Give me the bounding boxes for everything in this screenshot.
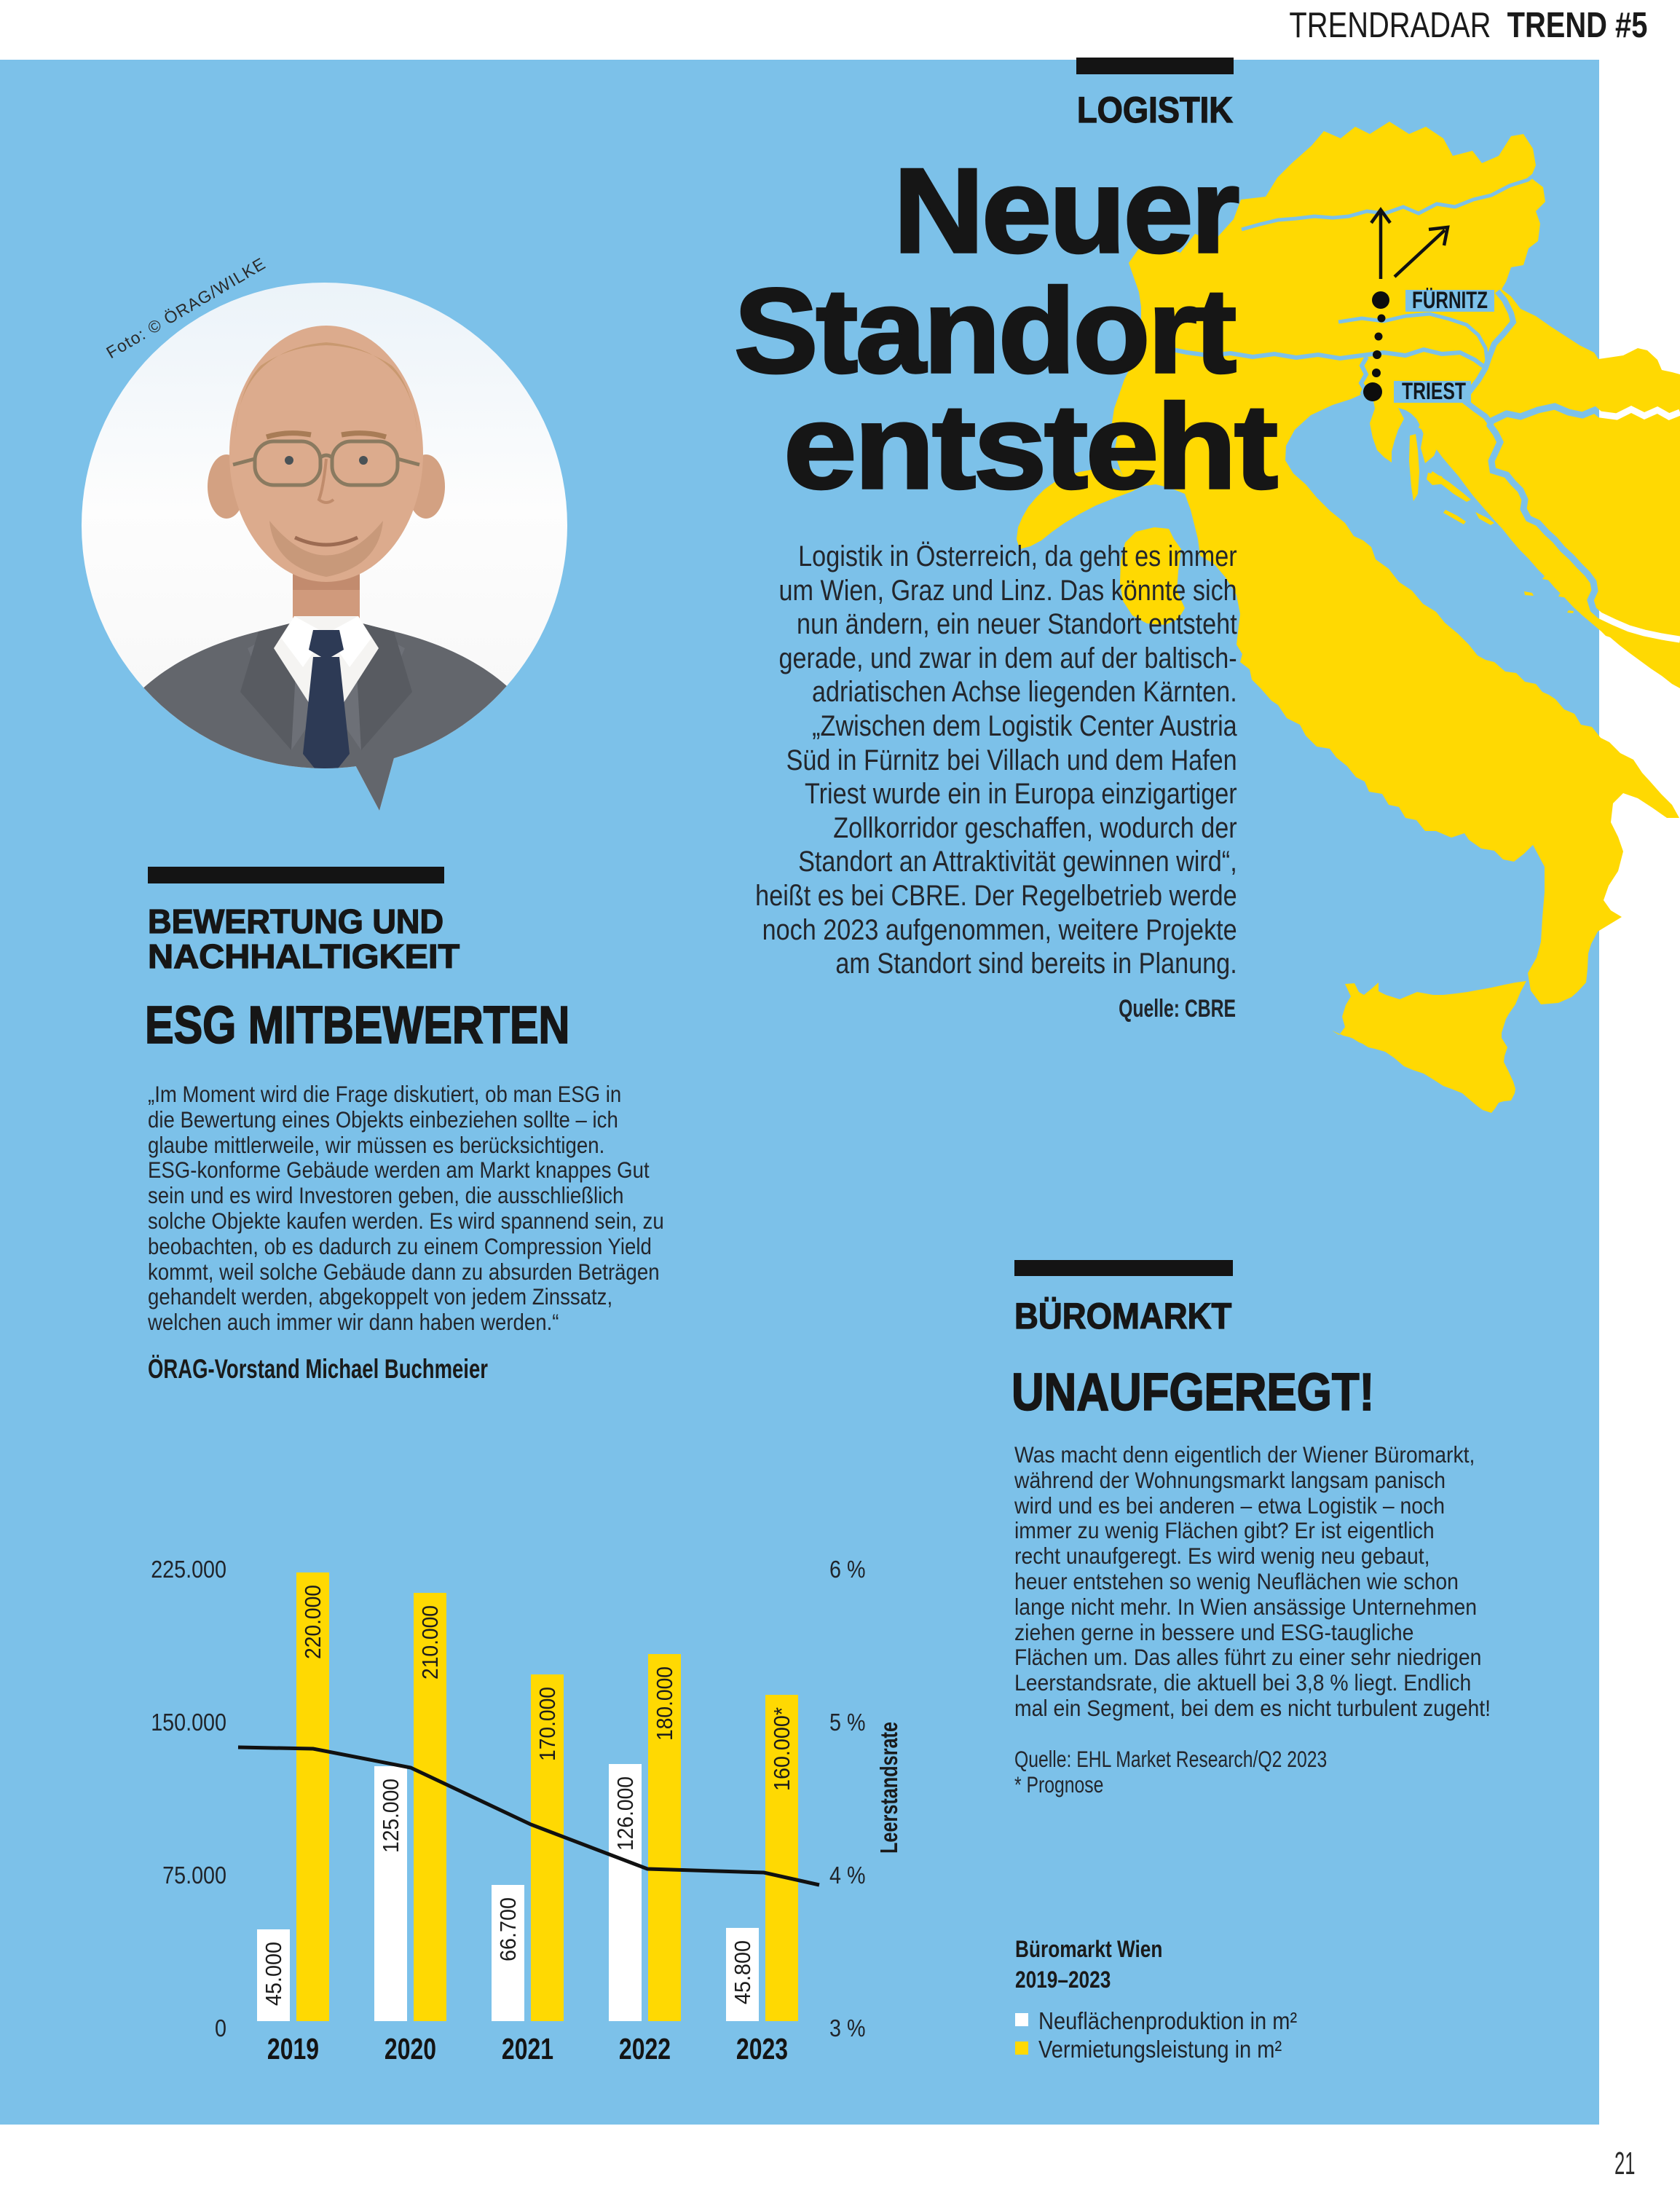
svg-text:FÜRNITZ: FÜRNITZ	[1412, 287, 1488, 313]
svg-text:170.000: 170.000	[535, 1687, 560, 1761]
svg-text:Leerstandsrate: Leerstandsrate	[875, 1722, 902, 1854]
svg-text:210.000: 210.000	[417, 1605, 443, 1680]
svg-text:66.700: 66.700	[495, 1897, 521, 1961]
svg-text:220.000: 220.000	[300, 1585, 326, 1659]
svg-text:45.800: 45.800	[730, 1940, 755, 2004]
svg-text:45.000: 45.000	[261, 1942, 286, 2006]
svg-text:180.000: 180.000	[652, 1666, 677, 1741]
svg-text:125.000: 125.000	[378, 1779, 403, 1853]
svg-text:TRIEST: TRIEST	[1402, 378, 1466, 404]
svg-text:160.000*: 160.000*	[769, 1707, 794, 1791]
svg-text:126.000: 126.000	[612, 1776, 638, 1851]
